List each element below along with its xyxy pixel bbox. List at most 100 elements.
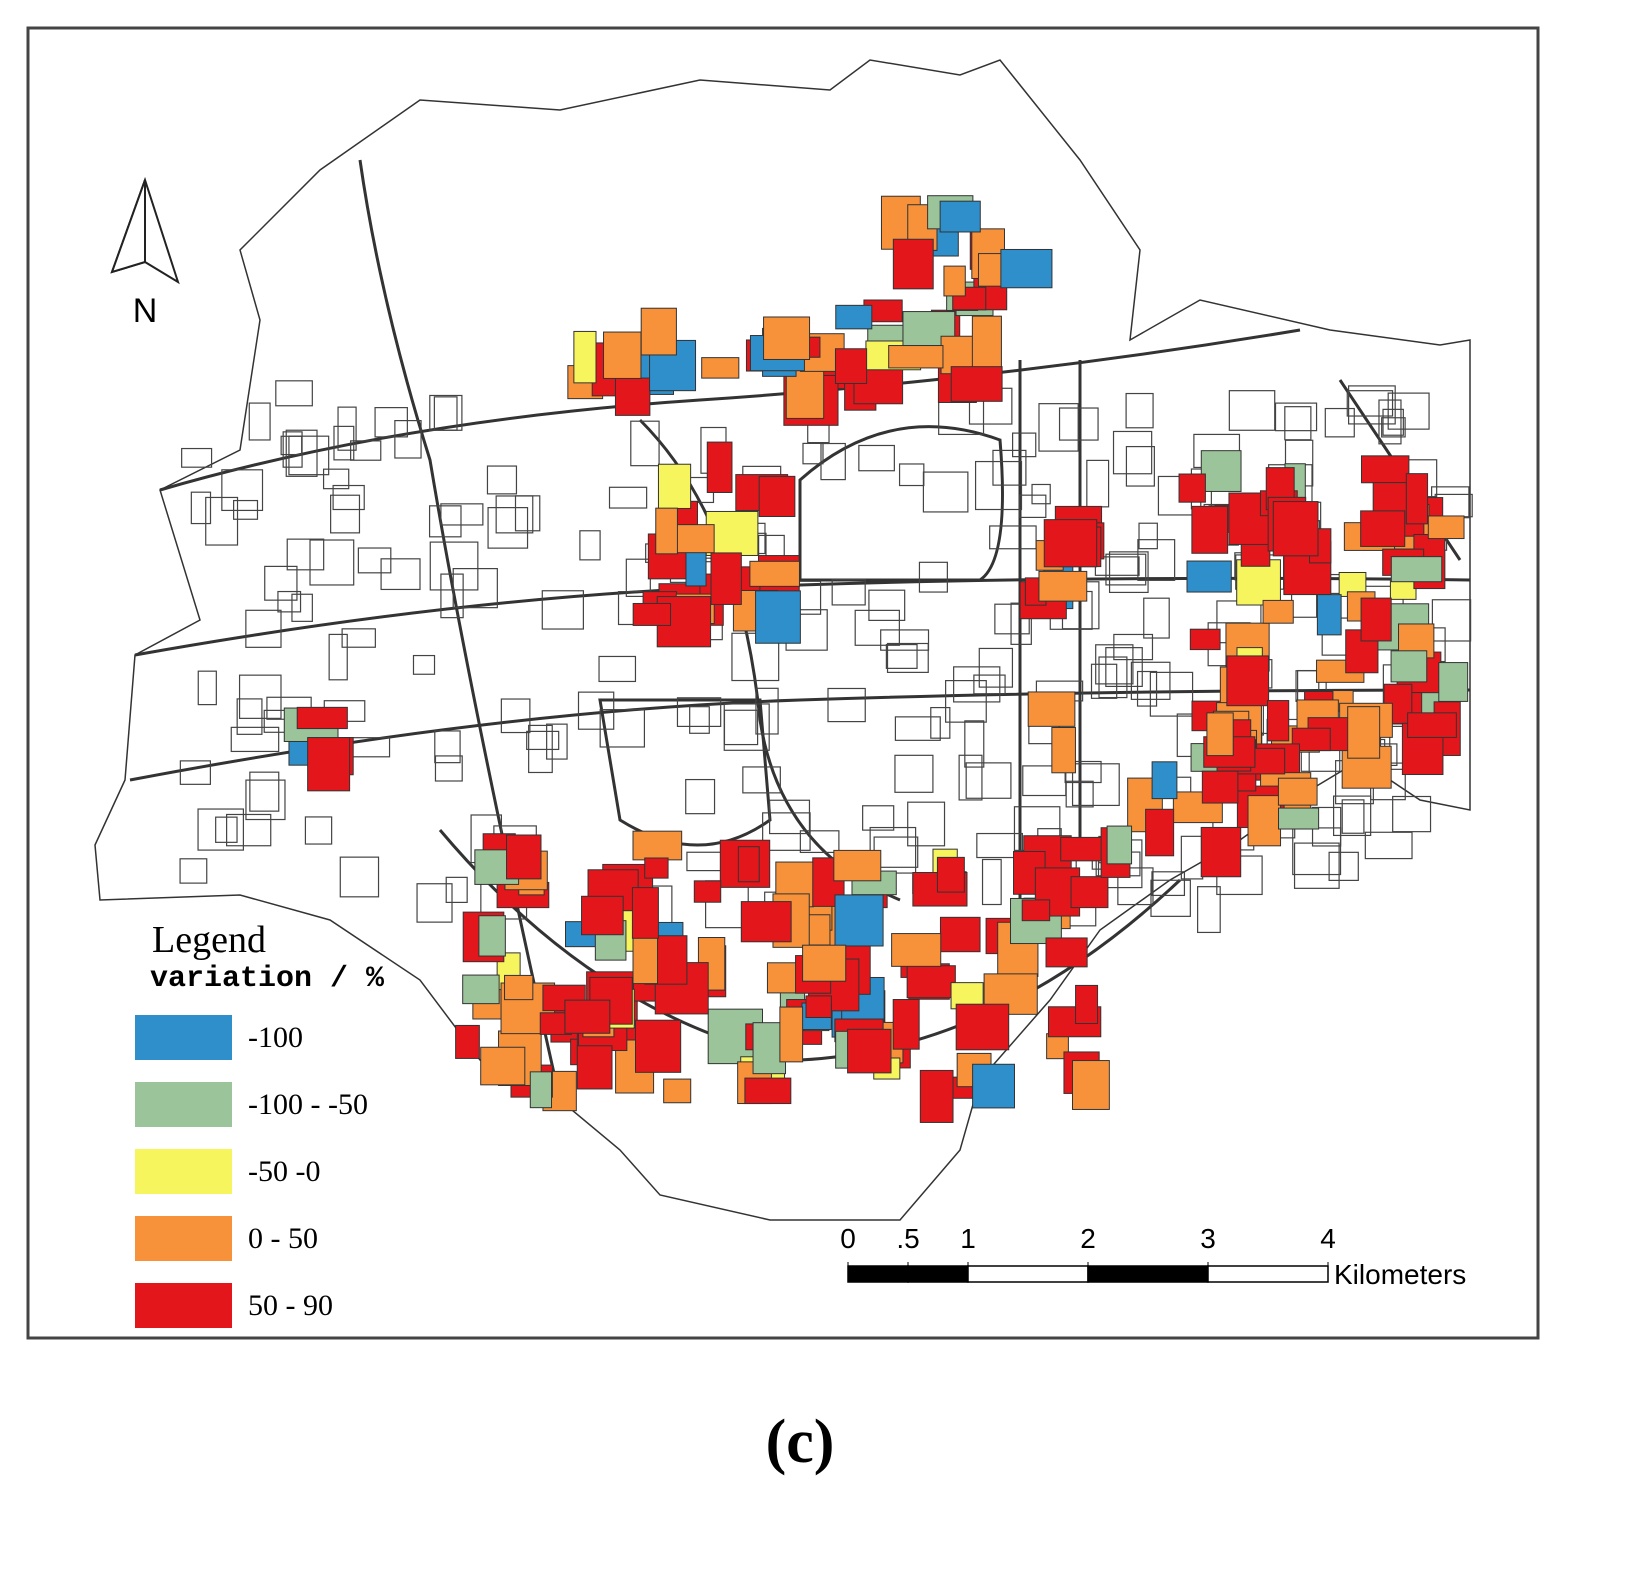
scale-segment <box>907 1265 969 1283</box>
zone-block <box>1226 655 1270 707</box>
block <box>802 442 824 465</box>
block <box>339 856 380 898</box>
block <box>330 494 361 534</box>
zone-block <box>1151 761 1178 800</box>
block <box>799 830 840 854</box>
zone-block <box>1347 706 1381 759</box>
block <box>964 720 985 768</box>
zone-block <box>1201 770 1239 804</box>
block <box>762 812 811 851</box>
zone-block <box>1027 691 1076 727</box>
zone-block <box>632 602 672 626</box>
zone-block <box>950 366 1003 402</box>
block <box>1137 539 1176 581</box>
zone-block <box>763 316 811 360</box>
zone-block <box>749 560 800 587</box>
block <box>1105 553 1147 586</box>
zone-block <box>663 1078 692 1104</box>
block <box>528 724 553 774</box>
legend-swatch <box>135 1082 232 1127</box>
block <box>245 779 286 821</box>
block <box>322 468 350 490</box>
legend: Legend variation / % -100 -100 - -50 -50 -… <box>135 919 385 1328</box>
block <box>236 698 263 735</box>
zone-block <box>603 331 642 379</box>
scale-segment <box>1207 1265 1329 1283</box>
legend-label: 50 - 90 <box>248 1289 333 1322</box>
zone-block <box>1427 515 1465 540</box>
block <box>1328 851 1359 881</box>
zone-block <box>779 1006 804 1063</box>
block <box>598 655 637 683</box>
zone-block <box>744 1077 792 1105</box>
block <box>541 590 584 630</box>
north-arrow: N <box>110 176 180 330</box>
zone-block <box>1360 597 1392 642</box>
block <box>1392 795 1432 833</box>
block <box>608 486 648 509</box>
zone-block <box>1178 473 1206 503</box>
zone-block <box>1145 808 1175 857</box>
block <box>1071 763 1120 807</box>
block <box>1117 867 1154 906</box>
zone-block <box>657 463 692 509</box>
block <box>275 380 313 407</box>
zone-block <box>834 894 884 947</box>
blocks <box>179 195 1473 1123</box>
zone-block <box>943 265 966 297</box>
block <box>579 530 601 561</box>
legend-label: 0 - 50 <box>248 1222 318 1255</box>
block <box>374 407 408 438</box>
block <box>1382 408 1404 436</box>
block <box>862 805 895 831</box>
block <box>1012 432 1037 458</box>
block <box>1112 430 1153 475</box>
block <box>1151 871 1186 897</box>
caption: (c) <box>766 1408 835 1476</box>
zone-block <box>1072 1060 1110 1110</box>
zone-block <box>834 348 868 385</box>
zone-block <box>1390 650 1428 683</box>
block <box>854 609 900 646</box>
block <box>328 633 348 681</box>
zone-block <box>758 475 796 518</box>
zone-block <box>1000 248 1053 289</box>
zone-block <box>1045 937 1088 968</box>
block <box>992 449 1027 486</box>
scale-label: 2 <box>1080 1223 1096 1254</box>
zone-block <box>506 834 542 880</box>
block <box>1098 656 1128 699</box>
block <box>1095 644 1134 685</box>
zone-block <box>529 1071 553 1109</box>
zone-block <box>455 1024 480 1059</box>
block <box>205 496 239 546</box>
block <box>350 440 382 461</box>
zone-block <box>1405 473 1429 525</box>
block <box>922 471 969 513</box>
block <box>380 558 421 591</box>
zone-block <box>1407 712 1457 738</box>
zone-block <box>1390 556 1443 583</box>
zone-block <box>705 510 759 556</box>
block <box>428 505 462 538</box>
block <box>755 687 779 735</box>
zone-block <box>1200 826 1242 878</box>
block <box>495 495 534 534</box>
zone-block <box>888 345 944 369</box>
north-arrow-half <box>110 179 146 274</box>
scale-label: 3 <box>1200 1223 1216 1254</box>
zone-block <box>1189 628 1221 651</box>
park <box>598 698 772 847</box>
block <box>304 816 333 845</box>
block <box>689 706 710 734</box>
block <box>434 755 463 782</box>
road <box>159 328 1301 492</box>
block <box>981 858 1002 906</box>
zone-block <box>971 315 1002 368</box>
block <box>181 447 213 468</box>
scale-label: 1 <box>960 1223 976 1254</box>
block <box>357 547 392 574</box>
zone-block <box>766 962 799 994</box>
zone-block <box>833 849 882 882</box>
